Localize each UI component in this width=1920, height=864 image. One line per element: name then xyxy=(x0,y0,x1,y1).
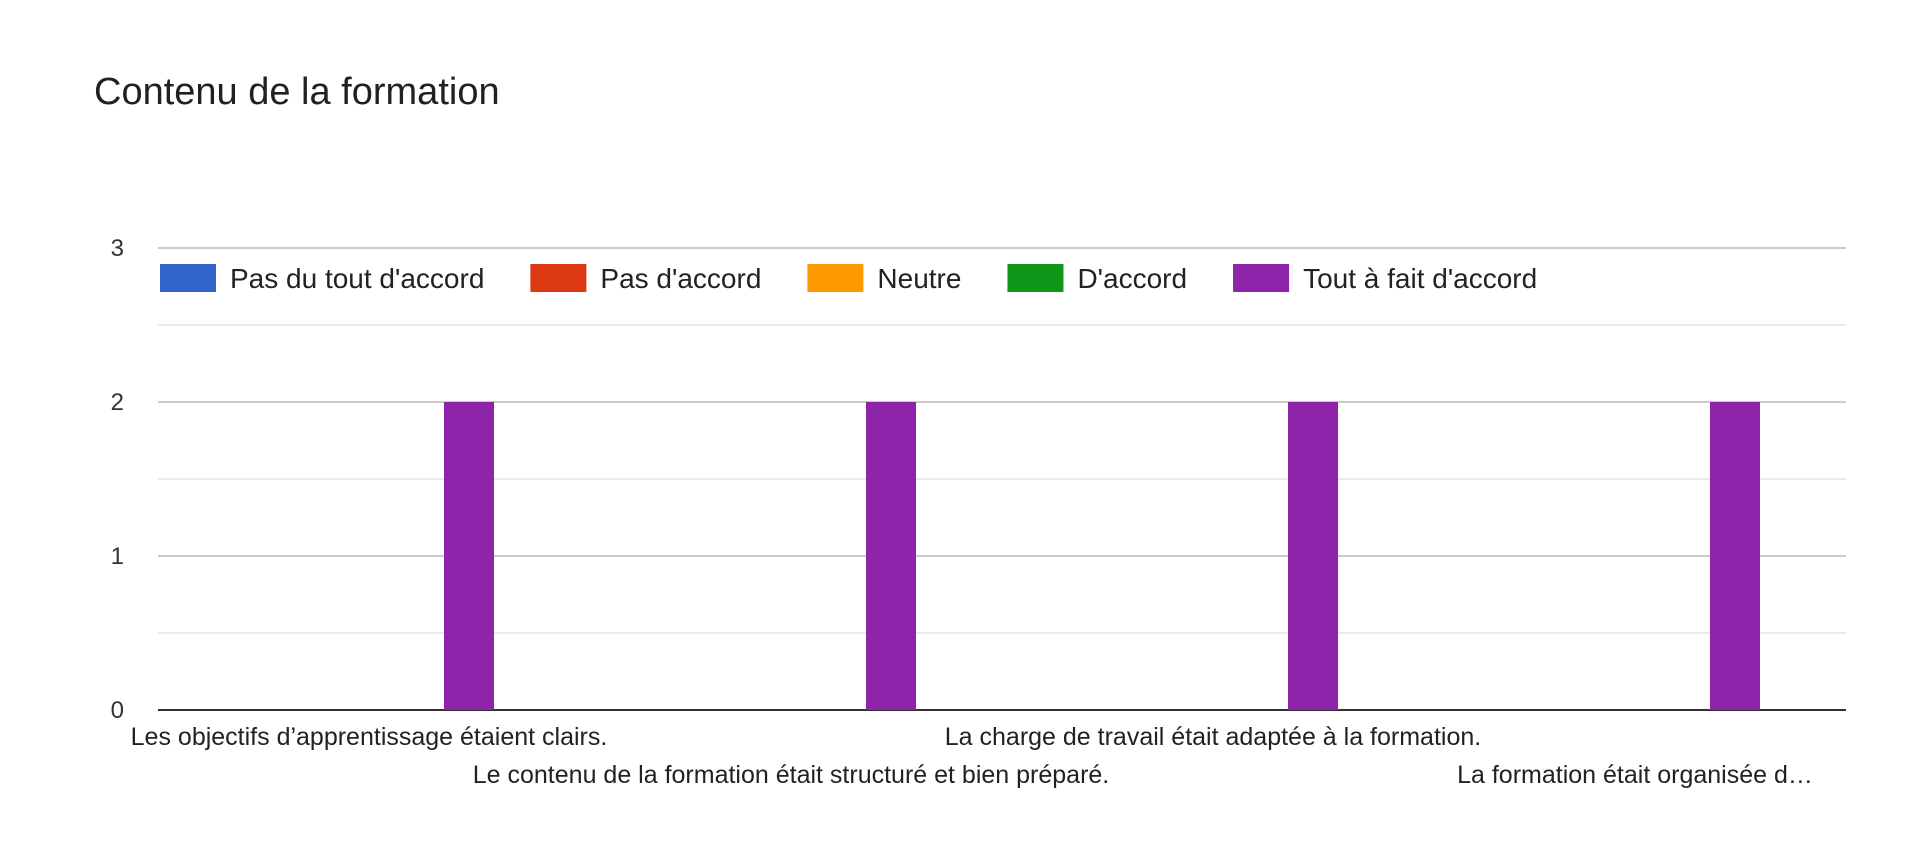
x-tick-label: Les objectifs d’apprentissage étaient cl… xyxy=(131,723,608,751)
legend-label: D'accord xyxy=(1077,263,1187,294)
y-axis: 0 1 2 3 xyxy=(111,235,1846,724)
y-tick-label: 1 xyxy=(111,543,124,570)
bar xyxy=(1710,402,1760,710)
x-tick-label: La formation était organisée d… xyxy=(1457,761,1813,789)
legend-swatch xyxy=(530,264,587,292)
legend-swatch xyxy=(1233,264,1290,292)
bar xyxy=(1288,402,1338,710)
x-tick-label: La charge de travail était adaptée à la … xyxy=(945,723,1481,751)
x-tick-label: Le contenu de la formation était structu… xyxy=(473,761,1110,789)
legend-label: Tout à fait d'accord xyxy=(1303,263,1537,294)
legend-swatch xyxy=(1007,264,1064,292)
legend-swatch xyxy=(807,264,864,292)
y-tick-label: 2 xyxy=(111,389,124,416)
bars xyxy=(444,402,1760,710)
y-tick-label: 0 xyxy=(111,697,124,724)
y-tick-label: 3 xyxy=(111,235,124,262)
legend-label: Neutre xyxy=(877,263,961,294)
chart-title: Contenu de la formation xyxy=(94,71,500,113)
bar xyxy=(444,402,494,710)
x-axis-labels: Les objectifs d’apprentissage étaient cl… xyxy=(131,723,1813,789)
legend-label: Pas du tout d'accord xyxy=(230,263,484,294)
legend-label: Pas d'accord xyxy=(600,263,761,294)
grid xyxy=(158,247,1846,634)
bar xyxy=(866,402,916,710)
legend: Pas du tout d'accord Pas d'accord Neutre D'… xyxy=(160,263,1537,294)
legend-swatch xyxy=(160,264,216,292)
